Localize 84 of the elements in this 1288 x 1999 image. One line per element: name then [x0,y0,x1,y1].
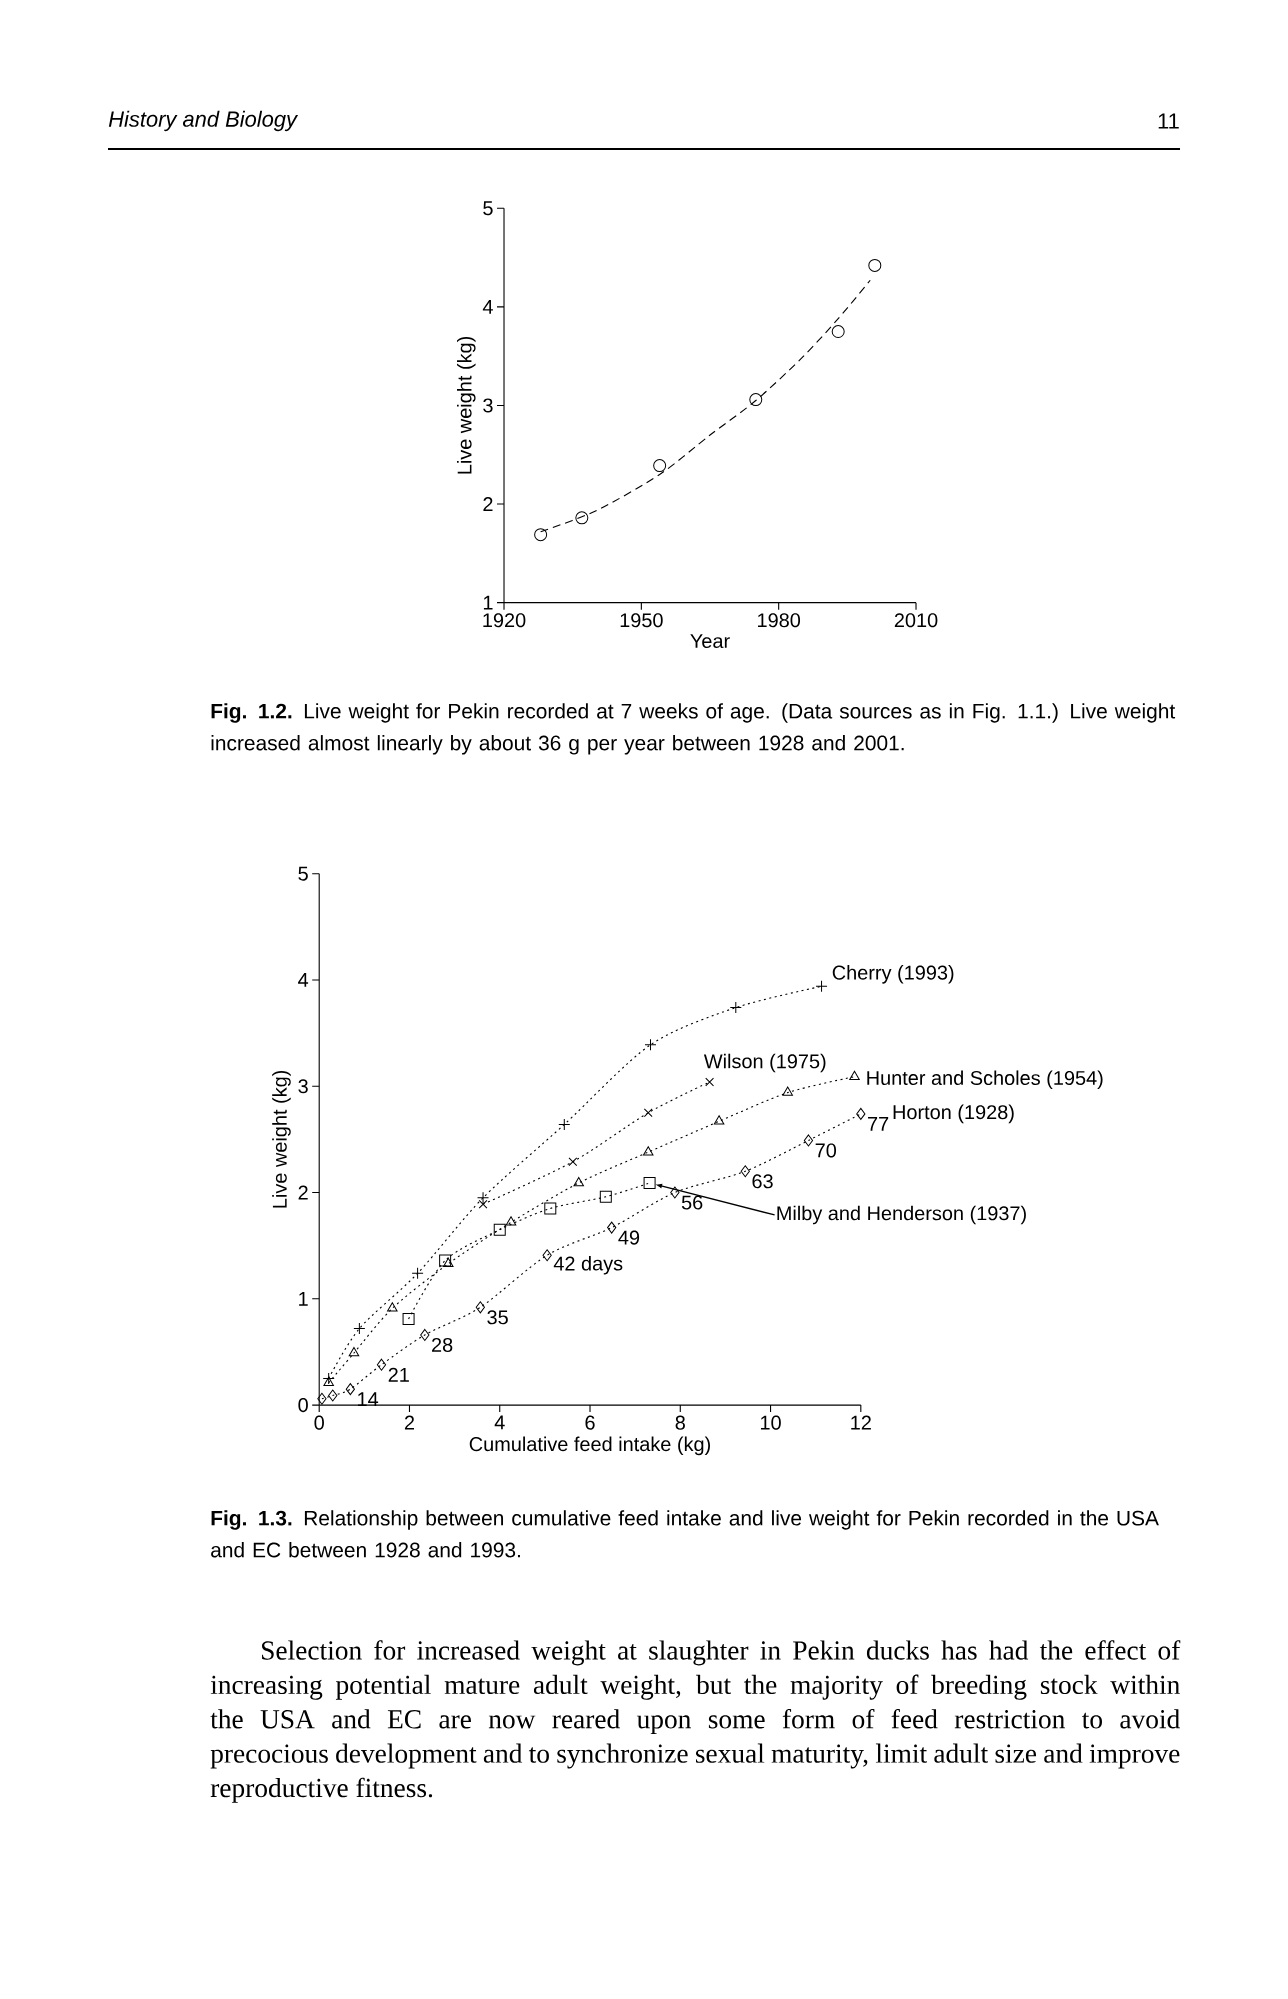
point [475,1301,485,1314]
point [642,1146,654,1156]
point [705,1077,715,1087]
point [740,1165,750,1178]
annotation: 21 [388,1367,409,1382]
point [749,393,763,407]
annotation: 56 [681,1195,703,1210]
point [782,1086,793,1096]
series-label: Wilson (1975) [703,1053,826,1073]
point [568,1157,578,1167]
point [439,1254,452,1267]
text: Selection for increased weight at slaughter in Pekin ducks has had the effect of increasing potential mature adult weight, but the majority of breeding stock within the USA and EC are now reared upon some form of feed restriction to avoid precocious development and to synchronize sexual maturity, limit adult size and improve reproductive fitness. [210,1640,1181,1803]
point [317,1392,327,1405]
text: Fig. 1.2. Live weight for Pekin recorded at 7 weeks of age. (Data sources as in Fig. 1.1.) Live weight increased almost linearly by about 36 g per year between 1928 and 2001. [211,703,1176,755]
annotation: 42 days [553,1255,623,1275]
point [387,1302,398,1312]
point [575,511,589,525]
x-tick-label: 2010 [894,613,938,628]
point [607,1221,617,1234]
y-tick-label: 5 [298,866,308,881]
annotation: 28 [432,1337,453,1352]
x-tick-label: 2 [404,1415,415,1430]
point [505,1216,517,1226]
x-tick-label: 1950 [620,613,663,628]
x-tick-label: 1920 [483,613,526,628]
point [643,1108,653,1118]
point [831,325,845,339]
series-label: Hunter and Scholes (1954) [867,1070,1103,1089]
point [376,1358,387,1371]
point [420,1328,430,1341]
point [599,1190,612,1203]
point [478,1199,488,1209]
y-tick-label: 5 [483,201,493,216]
point [856,1107,866,1120]
x-tick-label: 12 [851,1415,871,1430]
point [643,1176,656,1189]
x-tick-label: 10 [760,1415,781,1430]
point [345,1383,355,1396]
point [328,1389,338,1402]
annotation: 35 [487,1310,508,1325]
point [402,1313,415,1325]
y-tick-label: 4 [298,973,309,987]
x-tick-label: 8 [675,1415,685,1430]
y-tick-label: 1 [483,595,493,610]
annotation: 63 [752,1174,773,1189]
x-tick-label: 0 [314,1415,324,1430]
annotation: 49 [618,1230,640,1245]
point [348,1347,360,1357]
series-label: Horton (1928) [893,1104,1014,1124]
text: 11 [1158,113,1179,129]
y-tick-label: 4 [482,300,493,314]
point [573,1176,584,1187]
x-tick-label: 6 [585,1415,595,1430]
annotation: 70 [815,1143,837,1158]
x-axis-title: Year [690,634,730,649]
annotation: 14 [358,1392,379,1406]
x-tick-label: 1980 [758,613,801,628]
point [323,1376,334,1387]
y-axis-title: Live weight (kg) [272,1070,291,1208]
y-tick-label: 3 [483,398,493,413]
point [542,1249,552,1262]
point [849,1070,860,1080]
point [653,459,667,473]
y-axis-title: Live weight (kg) [457,336,476,474]
point [443,1257,454,1267]
series-label: Cherry (1993) [832,965,954,984]
y-tick-label: 2 [298,1185,308,1200]
y-tick-label: 3 [298,1079,308,1094]
y-tick-label: 1 [299,1291,308,1306]
point [670,1186,680,1199]
point [713,1115,725,1125]
y-tick-label: 2 [483,497,493,512]
point [803,1134,814,1147]
point [544,1202,557,1215]
text: Fig. 1.3. Relationship between cumulative feed intake and live weight for Pekin recorded in the USA and EC between 1928 and 1993. [211,1510,1159,1558]
point [493,1223,506,1236]
text: Milby and Henderson (1937) [777,1205,1026,1225]
point [534,528,548,542]
y-tick-label: 0 [298,1398,308,1413]
text: History and Biology [108,110,299,132]
point [868,258,882,272]
annotation: 77 [868,1117,889,1131]
x-tick-label: 4 [494,1415,505,1430]
x-axis-title: Cumulative feed intake (kg) [469,1436,710,1456]
